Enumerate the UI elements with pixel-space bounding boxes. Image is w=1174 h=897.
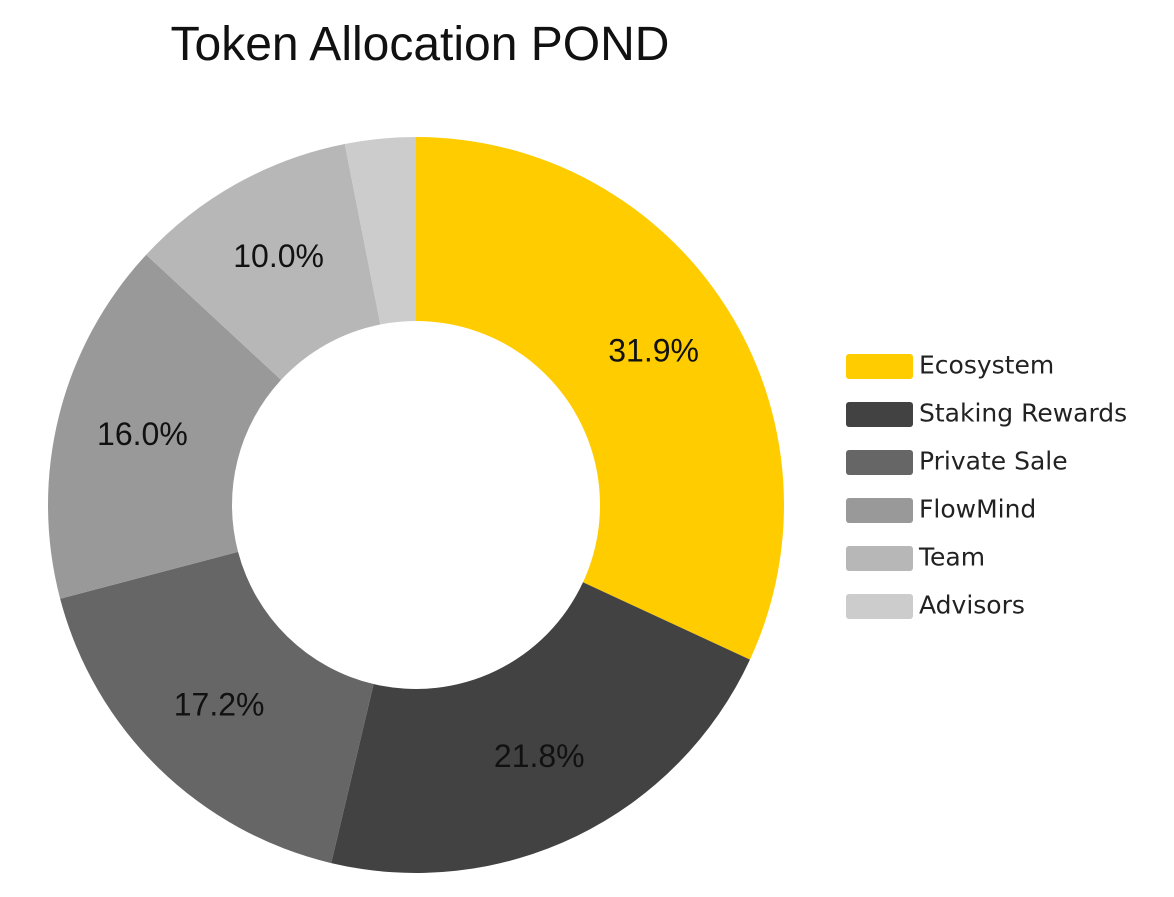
legend-label-flowmind: FlowMind [919, 495, 1036, 524]
legend-label-team: Team [918, 543, 985, 572]
legend-item-team: Team [846, 543, 985, 572]
legend-swatch-flowmind [846, 498, 913, 523]
slice-labels-group: 31.9% 21.8% 17.2% 16.0% 10.0% [97, 238, 699, 774]
slice-team [146, 143, 381, 380]
slice-private-sale [60, 551, 374, 864]
slice-label-team: 10.0% [233, 238, 324, 274]
chart-title: Token Allocation POND [171, 18, 670, 71]
slice-staking-rewards [331, 582, 750, 873]
slice-flowmind [47, 254, 282, 599]
slice-ecosystem [416, 137, 785, 660]
slices-group [47, 137, 785, 873]
slice-advisors [344, 137, 416, 325]
legend-swatch-advisors [846, 594, 913, 619]
slice-label-staking-rewards: 21.8% [494, 738, 585, 774]
legend-item-ecosystem: Ecosystem [846, 351, 1054, 380]
legend-item-flowmind: FlowMind [846, 495, 1036, 524]
legend: Ecosystem Staking Rewards Private Sale Flow… [846, 351, 1127, 620]
legend-label-ecosystem: Ecosystem [919, 351, 1054, 380]
legend-swatch-private-sale [846, 450, 913, 475]
slice-label-ecosystem: 31.9% [608, 333, 699, 369]
legend-item-private-sale: Private Sale [846, 447, 1068, 476]
slice-label-flowmind: 16.0% [97, 416, 188, 452]
legend-item-advisors: Advisors [846, 591, 1025, 620]
legend-label-staking-rewards: Staking Rewards [919, 399, 1127, 428]
legend-swatch-team [846, 546, 913, 571]
legend-label-advisors: Advisors [919, 591, 1025, 620]
legend-item-staking-rewards: Staking Rewards [846, 399, 1127, 428]
legend-swatch-staking-rewards [846, 402, 913, 427]
legend-swatch-ecosystem [846, 354, 913, 379]
legend-label-private-sale: Private Sale [919, 447, 1068, 476]
slice-label-private-sale: 17.2% [174, 686, 265, 722]
